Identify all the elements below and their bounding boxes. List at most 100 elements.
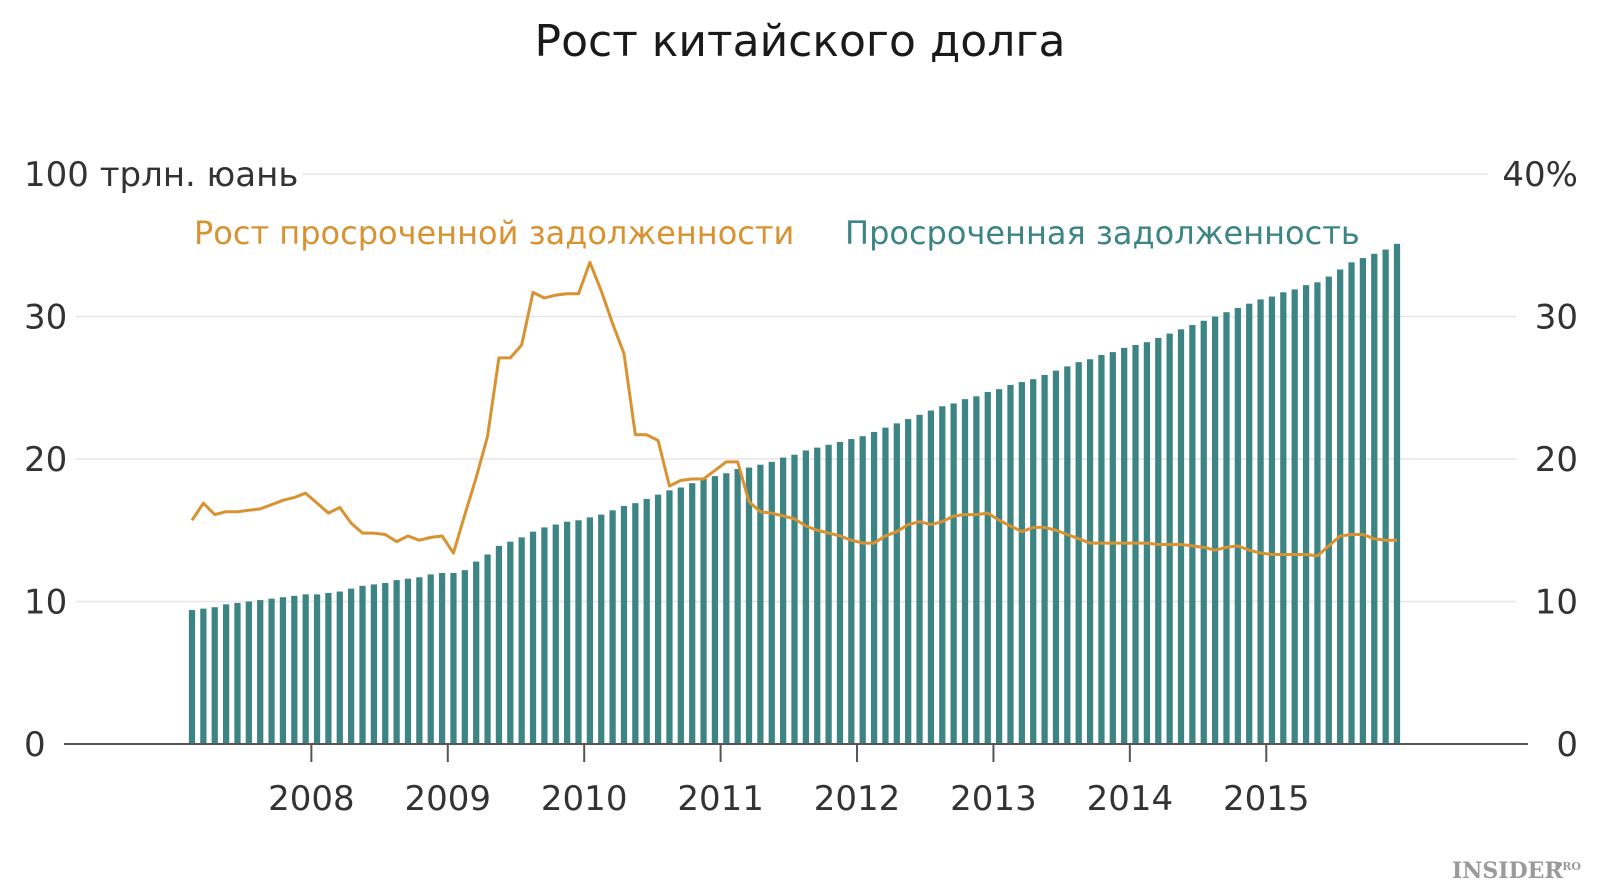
- bar-13: [336, 591, 343, 744]
- bar-102: [1348, 262, 1355, 744]
- bar-80: [1098, 354, 1105, 744]
- bar-51: [768, 461, 775, 744]
- bar-62: [893, 423, 900, 745]
- bar-3: [222, 604, 230, 744]
- bar-77: [1064, 366, 1071, 745]
- left-tick-label-20: 20: [24, 440, 67, 480]
- bar-15: [359, 585, 366, 744]
- bar-14: [348, 588, 355, 744]
- bar-85: [1155, 337, 1162, 745]
- bar-43: [677, 487, 684, 744]
- x-tick-label-2010: 2010: [541, 779, 628, 819]
- bar-104: [1371, 253, 1378, 745]
- bar-18: [393, 580, 400, 745]
- bar-48: [734, 468, 741, 744]
- bar-33: [564, 521, 571, 744]
- bar-71: [996, 389, 1003, 744]
- bar-46: [711, 476, 719, 744]
- bar-78: [1075, 362, 1082, 744]
- bar-28: [507, 541, 514, 744]
- axes: [64, 743, 1528, 762]
- bar-73: [1018, 382, 1025, 744]
- bar-30: [529, 531, 537, 744]
- bar-82: [1121, 347, 1128, 744]
- series-label-growth: Рост просроченной задолженности: [194, 214, 794, 252]
- bar-97: [1291, 289, 1298, 744]
- bar-49: [745, 467, 753, 744]
- bar-74: [1030, 379, 1037, 744]
- bar-106: [1393, 243, 1401, 744]
- bar-103: [1359, 258, 1367, 744]
- bar-105: [1382, 249, 1389, 744]
- left-tick-label-30: 30: [24, 298, 67, 338]
- bar-24: [461, 570, 468, 744]
- bar-52: [780, 457, 787, 744]
- bar-44: [689, 483, 696, 744]
- bar-100: [1325, 276, 1332, 744]
- bar-64: [916, 414, 923, 744]
- bar-37: [609, 510, 616, 744]
- bar-32: [552, 524, 559, 744]
- bar-38: [620, 506, 628, 744]
- x-tick-label-2008: 2008: [268, 779, 355, 819]
- bar-19: [404, 578, 412, 744]
- bar-87: [1177, 329, 1185, 744]
- bar-41: [654, 494, 662, 745]
- bar-16: [370, 584, 378, 744]
- bar-86: [1166, 333, 1173, 744]
- bar-6: [257, 600, 264, 744]
- bar-88: [1189, 325, 1196, 744]
- bar-10: [302, 594, 309, 745]
- bar-76: [1052, 370, 1060, 744]
- bar-17: [382, 582, 389, 744]
- bar-45: [700, 478, 707, 744]
- watermark-brand: INSIDER: [1452, 858, 1563, 884]
- bar-1: [200, 608, 207, 745]
- x-tick-label-2012: 2012: [814, 779, 901, 819]
- x-tick-label-2011: 2011: [677, 779, 764, 819]
- bar-29: [518, 537, 525, 745]
- bar-70: [984, 392, 991, 744]
- bar-94: [1257, 299, 1264, 744]
- left-tick-label-10: 10: [24, 583, 67, 623]
- bar-27: [495, 545, 503, 744]
- bar-39: [632, 503, 639, 744]
- bar-26: [484, 554, 491, 744]
- bar-69: [973, 396, 980, 744]
- bar-36: [598, 514, 605, 744]
- bar-8: [279, 597, 287, 744]
- bar-99: [1314, 282, 1321, 744]
- bar-2: [211, 607, 218, 744]
- bar-92: [1234, 307, 1241, 744]
- bar-79: [1086, 359, 1094, 744]
- x-tick-label-2014: 2014: [1087, 779, 1174, 819]
- bar-11: [313, 594, 321, 745]
- right-tick-label-30: 30: [1535, 298, 1578, 338]
- bar-56: [825, 444, 832, 744]
- bar-42: [666, 490, 673, 744]
- bar-59: [859, 436, 866, 744]
- left-tick-label-0: 0: [24, 725, 46, 765]
- x-tick-label-2013: 2013: [950, 779, 1037, 819]
- bar-54: [802, 450, 809, 744]
- bar-57: [836, 441, 844, 744]
- left-axis-label: 100 трлн. юань: [24, 155, 298, 195]
- bar-72: [1007, 384, 1014, 744]
- bar-25: [473, 561, 480, 744]
- bar-58: [848, 439, 855, 744]
- bar-55: [814, 447, 821, 744]
- watermark-suffix: PRO: [1554, 860, 1581, 873]
- right-tick-label-10: 10: [1535, 583, 1578, 623]
- bar-81: [1109, 352, 1116, 745]
- growth-line: [190, 260, 1397, 558]
- bar-0: [188, 610, 196, 744]
- bar-61: [882, 427, 889, 744]
- bar-60: [870, 431, 878, 744]
- x-tick-label-2015: 2015: [1223, 779, 1310, 819]
- bar-66: [939, 406, 946, 744]
- bar-40: [643, 498, 650, 744]
- bar-4: [234, 602, 241, 744]
- bar-35: [586, 517, 593, 744]
